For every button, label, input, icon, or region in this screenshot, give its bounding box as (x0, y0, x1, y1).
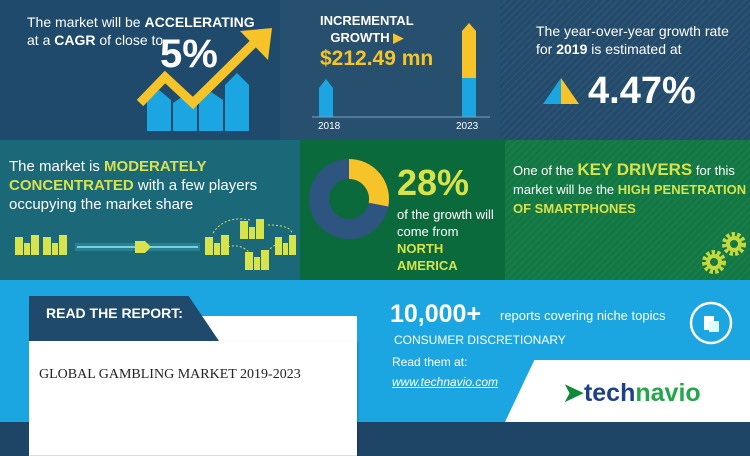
category: CONSUMER DISCRETIONARY (394, 333, 566, 347)
year-end: 2023 (456, 121, 479, 132)
drivers-panel: One of the KEY DRIVERS for this market w… (505, 140, 750, 280)
cagr-text: The market will be ACCELERATING at a CAG… (27, 14, 255, 48)
cagr-panel: The market will be ACCELERATING at a CAG… (0, 0, 280, 140)
year-start: 2018 (318, 121, 341, 132)
yoy-text: The year-over-year growth rate for 2019 i… (536, 23, 729, 57)
report-header: READ THE REPORT: (29, 296, 219, 341)
read-label: Read them at: (392, 355, 468, 369)
region-text: of the growth will come from NORTH AMERICA (397, 207, 494, 273)
yoy-panel: The year-over-year growth rate for 2019 i… (500, 0, 750, 140)
bar-2018 (319, 79, 333, 117)
drivers-text: One of the KEY DRIVERS for this market w… (513, 160, 747, 216)
incremental-label: INCREMENTAL GROWTH ▶ (320, 13, 414, 45)
growth-chart-icon (136, 28, 272, 131)
report-card: GLOBAL GAMBLING MARKET 2019-2023 (29, 341, 357, 455)
logo-area: ➤technavio (505, 360, 750, 422)
incremental-value: $212.49 mn (320, 47, 434, 70)
technavio-logo: ➤technavio (563, 379, 701, 407)
incremental-bar-chart (312, 23, 490, 118)
report-count: 10,000+ (390, 300, 482, 328)
up-triangle-icon (543, 78, 579, 104)
arrow-marker (135, 241, 151, 253)
bar-2023-increment (462, 23, 476, 78)
region-panel: 28% of the growth will come from NORTH AME… (300, 140, 505, 280)
region-donut-chart (309, 159, 389, 239)
gears-icon (702, 232, 746, 274)
incremental-panel: INCREMENTAL GROWTH ▶ $212.49 mn 2018 2023 (280, 0, 500, 140)
bar-2023-base (462, 78, 476, 117)
report-count-text: reports covering niche topics (500, 308, 666, 323)
concentration-panel: The market is MODERATELY CONCENTRATED wi… (0, 140, 300, 280)
technavio-link[interactable]: www.technavio.com (392, 375, 499, 389)
donut-north-america (348, 159, 389, 207)
buildings-illustration (15, 218, 296, 270)
cagr-value: 5% (160, 32, 218, 76)
concentration-text: The market is MODERATELY CONCENTRATED wi… (9, 158, 258, 213)
region-value: 28% (397, 162, 470, 203)
shopping-bags-icon (689, 301, 733, 345)
footer-panel: GLOBAL GAMBLING MARKET 2019-2023 READ TH… (0, 280, 750, 456)
report-title[interactable]: GLOBAL GAMBLING MARKET 2019-2023 (39, 367, 301, 382)
yoy-value: 4.47% (588, 70, 696, 112)
